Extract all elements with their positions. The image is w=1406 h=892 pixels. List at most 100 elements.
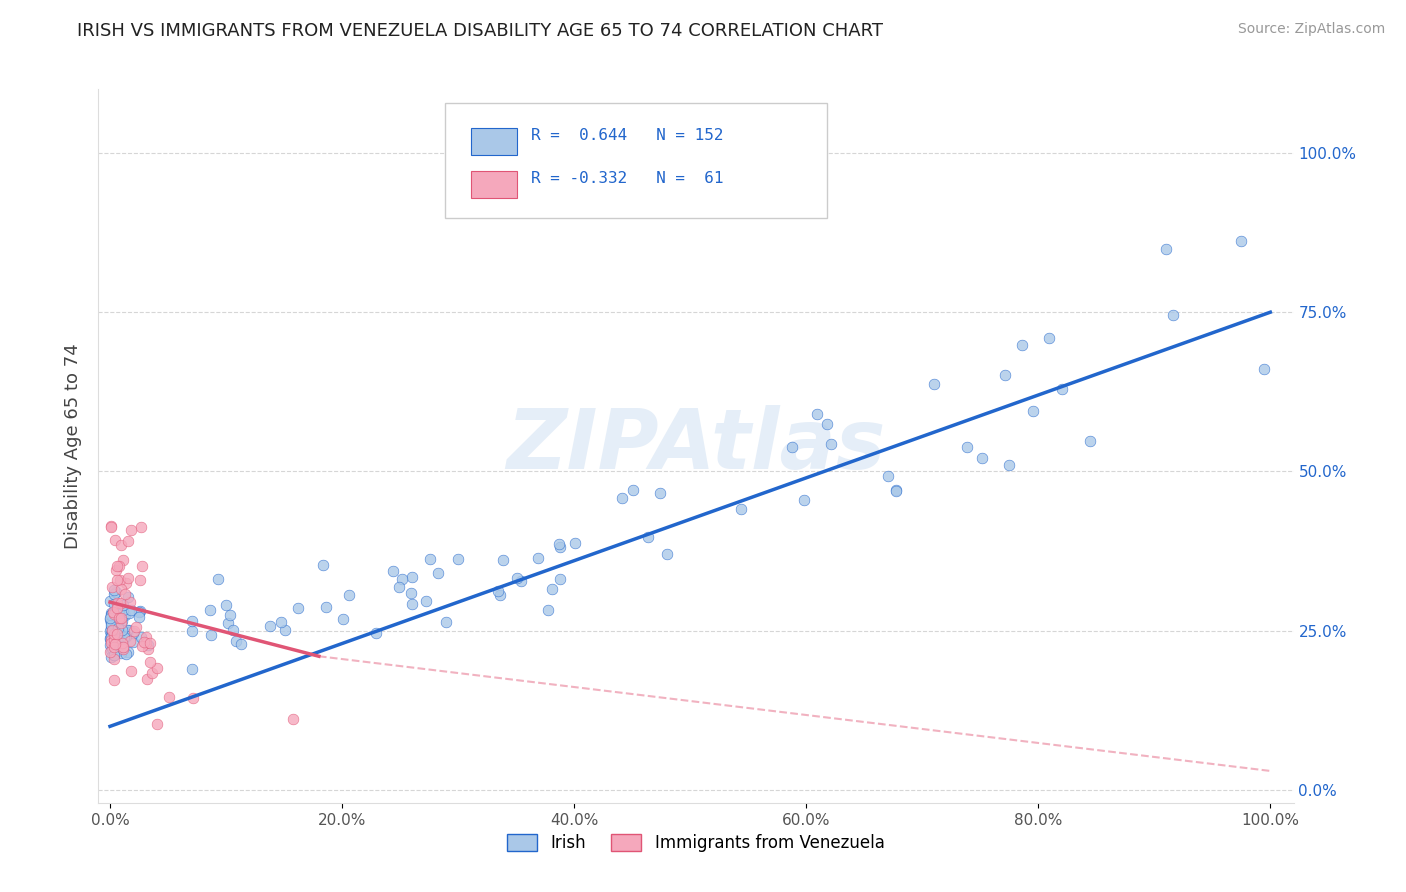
Point <box>112 642 135 657</box>
Point <box>287 601 309 615</box>
Point <box>111 623 134 637</box>
Point <box>337 588 360 602</box>
Point <box>135 673 157 687</box>
Point <box>115 624 138 639</box>
Point <box>972 451 994 466</box>
Point <box>100 608 122 623</box>
Point <box>104 584 127 599</box>
Point <box>548 537 571 551</box>
Point <box>312 558 335 573</box>
Point <box>111 552 134 566</box>
Point <box>1253 362 1275 376</box>
Point <box>1078 434 1101 448</box>
Point <box>100 635 122 649</box>
Point <box>426 566 449 581</box>
Point <box>157 690 180 704</box>
Point <box>100 615 122 629</box>
Point <box>139 655 162 669</box>
Point <box>131 558 153 573</box>
Legend: Irish, Immigrants from Venezuela: Irish, Immigrants from Venezuela <box>501 827 891 859</box>
Text: Source: ZipAtlas.com: Source: ZipAtlas.com <box>1237 22 1385 37</box>
Point <box>129 604 152 618</box>
Point <box>105 621 128 635</box>
Point <box>103 640 125 654</box>
Point <box>118 606 141 620</box>
Point <box>138 638 160 652</box>
Point <box>128 573 150 587</box>
Point <box>122 635 145 649</box>
Point <box>217 616 239 631</box>
Point <box>110 582 132 597</box>
Point <box>657 548 679 562</box>
Point <box>1052 382 1074 396</box>
Point <box>100 627 122 641</box>
Point <box>650 485 672 500</box>
Point <box>112 630 135 644</box>
Point <box>104 533 127 547</box>
Point <box>181 662 204 676</box>
Point <box>1161 308 1184 322</box>
Point <box>200 628 222 642</box>
Point <box>993 368 1015 382</box>
Point <box>107 612 129 626</box>
Point <box>118 595 141 609</box>
Point <box>332 612 354 626</box>
Point <box>101 580 124 594</box>
Point <box>128 610 150 624</box>
Point <box>564 536 586 550</box>
Point <box>111 635 134 649</box>
Point <box>198 603 221 617</box>
Point <box>180 614 202 628</box>
Point <box>112 603 135 617</box>
Point <box>111 598 134 612</box>
Point <box>181 624 204 638</box>
Point <box>98 632 121 646</box>
Text: R = -0.332   N =  61: R = -0.332 N = 61 <box>531 171 724 186</box>
Point <box>103 673 125 687</box>
Point <box>219 608 242 623</box>
Bar <box>471 170 517 198</box>
Point <box>131 640 153 654</box>
Point <box>129 630 152 644</box>
Point <box>550 572 572 586</box>
Point <box>815 417 838 431</box>
Point <box>107 558 129 573</box>
Point <box>793 493 815 508</box>
Point <box>315 599 337 614</box>
Point <box>100 643 122 657</box>
Point <box>105 601 128 615</box>
Point <box>101 625 124 640</box>
Point <box>124 620 146 634</box>
Text: IRISH VS IMMIGRANTS FROM VENEZUELA DISABILITY AGE 65 TO 74 CORRELATION CHART: IRISH VS IMMIGRANTS FROM VENEZUELA DISAB… <box>77 22 883 40</box>
Point <box>114 625 136 640</box>
Y-axis label: Disability Age 65 to 74: Disability Age 65 to 74 <box>65 343 83 549</box>
Point <box>100 611 122 625</box>
Point <box>100 632 122 647</box>
Point <box>111 614 134 628</box>
Point <box>100 620 122 634</box>
Point <box>105 596 128 610</box>
Point <box>135 636 157 650</box>
Point <box>107 625 129 640</box>
Point <box>418 551 440 566</box>
Point <box>100 520 122 534</box>
Point <box>107 622 129 636</box>
Point <box>104 624 127 638</box>
Point <box>103 632 125 647</box>
Point <box>401 570 423 584</box>
Point <box>146 661 169 675</box>
Point <box>108 573 131 587</box>
Point <box>103 611 125 625</box>
Point <box>114 629 136 643</box>
Point <box>447 552 470 566</box>
Point <box>110 539 132 553</box>
Point <box>229 637 252 651</box>
Point <box>281 712 304 726</box>
Text: R =  0.644   N = 152: R = 0.644 N = 152 <box>531 128 724 143</box>
Point <box>122 626 145 640</box>
Point <box>730 502 752 516</box>
Point <box>181 691 204 706</box>
Point <box>486 583 509 598</box>
Point <box>101 616 124 631</box>
Point <box>128 606 150 620</box>
